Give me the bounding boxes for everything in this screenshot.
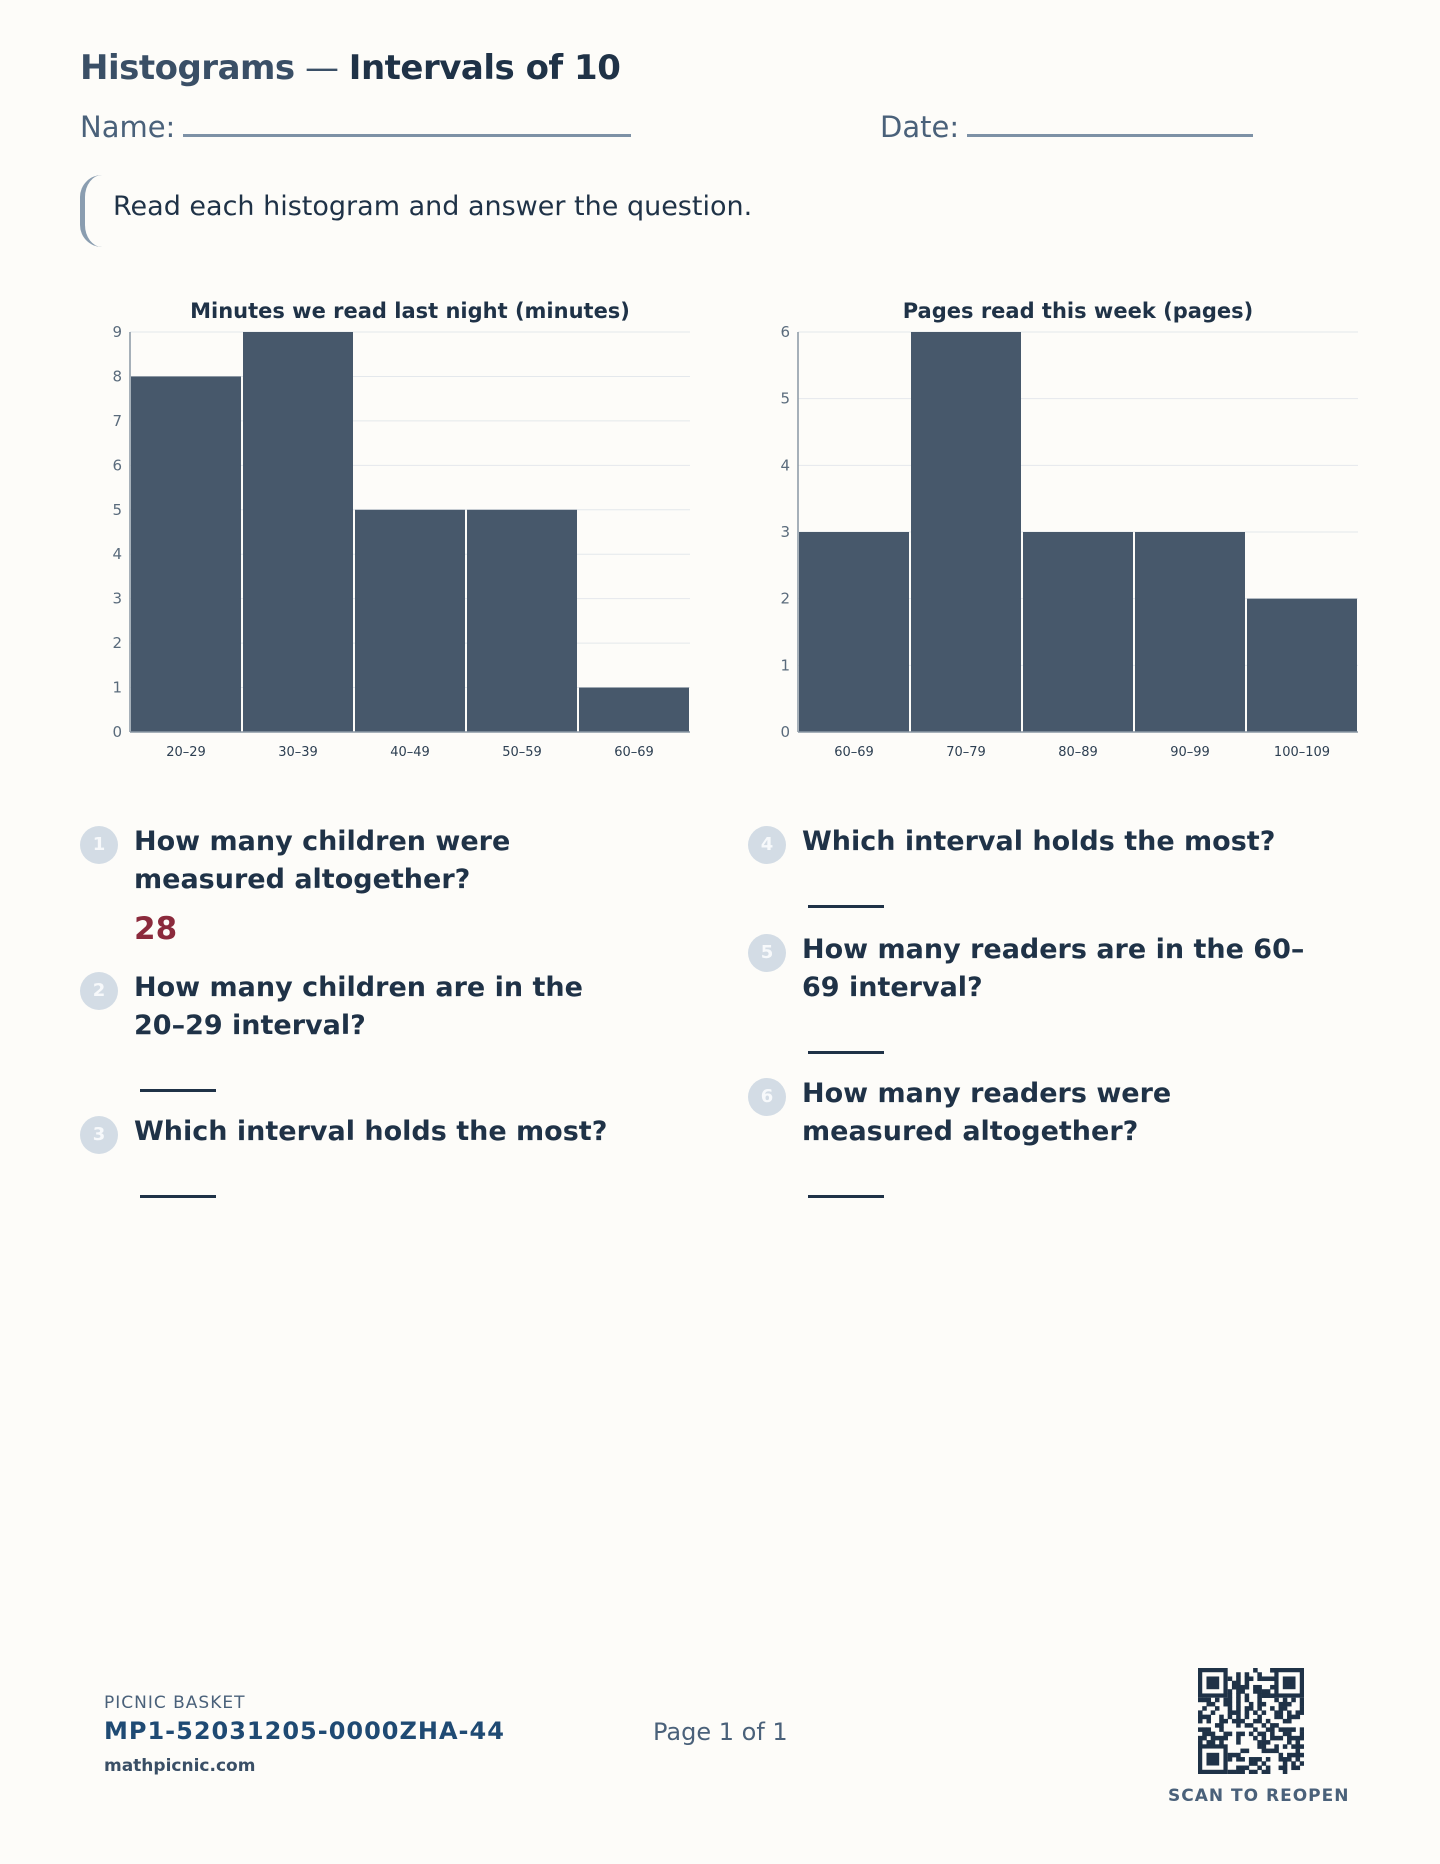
y-tick-label: 9: [112, 323, 122, 341]
title-topic: Histograms: [80, 48, 295, 88]
histogram-bar: [799, 532, 909, 732]
title-dash: —: [294, 48, 349, 88]
question-5: 5 How many readers are in the 60–69 inte…: [748, 931, 1308, 1054]
answer-blank[interactable]: [140, 1195, 216, 1198]
question-2: 2 How many children are in the 20–29 int…: [80, 969, 640, 1092]
qr-code-svg: [1198, 1668, 1305, 1775]
question-number-badge: 1: [80, 826, 118, 864]
x-tick-label: 40–49: [390, 745, 430, 760]
question-number-badge: 4: [748, 826, 786, 864]
question-3: 3 Which interval holds the most?: [80, 1113, 640, 1198]
histogram-bar: [1135, 532, 1245, 732]
answer-blank[interactable]: [140, 1089, 216, 1092]
question-text: How many readers are in the 60–69 interv…: [802, 934, 1305, 1003]
question-text: Which interval holds the most?: [802, 826, 1276, 857]
question-text: How many children were measured altogeth…: [134, 826, 511, 895]
question-text: Which interval holds the most?: [134, 1116, 608, 1147]
date-line[interactable]: [967, 134, 1254, 137]
worksheet-code: MP1-52031205-0000ZHA-44: [104, 1717, 505, 1745]
qr-caption: SCAN TO REOPEN: [1168, 1786, 1350, 1806]
x-tick-label: 80–89: [1058, 745, 1098, 760]
histogram-minutes: Minutes we read last night (minutes) 0 1 2 3…: [100, 290, 700, 770]
question-1: 1 How many children were measured altoge…: [80, 823, 640, 947]
worksheet-title: Histograms — Intervals of 10: [80, 48, 621, 88]
y-tick-label: 5: [780, 390, 790, 408]
histogram-bar: [911, 332, 1021, 732]
y-tick-label: 6: [780, 323, 790, 341]
y-tick-label: 5: [112, 501, 122, 519]
y-tick-label: 4: [780, 456, 790, 474]
x-tick-label: 60–69: [834, 745, 874, 760]
histogram-bar: [243, 332, 353, 732]
answer-blank[interactable]: [808, 905, 884, 908]
y-tick-label: 0: [780, 723, 790, 741]
qr-code-icon[interactable]: [1198, 1668, 1305, 1778]
y-tick-label: 2: [780, 590, 790, 608]
footer-site: mathpicnic.com: [104, 1756, 256, 1776]
histogram-bar: [355, 509, 465, 732]
answer-blank[interactable]: [808, 1195, 884, 1198]
histogram-bar: [467, 509, 577, 732]
question-number-badge: 2: [80, 972, 118, 1010]
histogram-pages-svg: Pages read this week (pages) 0 1 2 3 4 5 6 60–69…: [780, 299, 1358, 760]
y-tick-label: 8: [112, 367, 122, 385]
instructions-text: Read each histogram and answer the quest…: [113, 191, 753, 222]
question-number-badge: 3: [80, 1116, 118, 1154]
y-tick-label: 3: [112, 590, 122, 608]
y-tick-label: 6: [112, 456, 122, 474]
x-tick-label: 30–39: [278, 745, 318, 760]
y-tick-label: 7: [112, 412, 122, 430]
page-indicator: Page 1 of 1: [653, 1718, 788, 1746]
instructions-callout: Read each histogram and answer the quest…: [80, 175, 780, 247]
name-line[interactable]: [183, 134, 632, 137]
y-tick-label: 1: [780, 656, 790, 674]
histogram-bar: [1247, 598, 1357, 732]
answer-value: 28: [134, 911, 178, 947]
histogram-bar: [579, 687, 689, 732]
name-field: Name:: [80, 110, 632, 144]
chart-title: Minutes we read last night (minutes): [190, 299, 630, 323]
y-tick-label: 3: [780, 523, 790, 541]
question-text: How many children are in the 20–29 inter…: [134, 972, 583, 1041]
title-subtopic: Intervals of 10: [348, 48, 621, 88]
histogram-minutes-svg: Minutes we read last night (minutes) 0 1 2 3…: [112, 299, 690, 760]
histogram-bar: [131, 376, 241, 732]
x-tick-label: 70–79: [946, 745, 986, 760]
histogram-pages: Pages read this week (pages) 0 1 2 3 4 5 6 60–69…: [768, 290, 1368, 770]
footer-brand: PICNIC BASKET: [104, 1693, 246, 1713]
x-tick-label: 100–109: [1274, 745, 1330, 760]
x-tick-label: 90–99: [1170, 745, 1210, 760]
name-label: Name:: [80, 110, 176, 144]
chart-title: Pages read this week (pages): [903, 299, 1254, 323]
x-tick-label: 60–69: [614, 745, 654, 760]
date-field: Date:: [880, 110, 1254, 144]
y-tick-label: 2: [112, 634, 122, 652]
date-label: Date:: [880, 110, 960, 144]
y-tick-label: 1: [112, 679, 122, 697]
question-number-badge: 5: [748, 934, 786, 972]
histogram-bar: [1023, 532, 1133, 732]
answer-blank[interactable]: [808, 1051, 884, 1054]
question-6: 6 How many readers were measured altoget…: [748, 1075, 1308, 1198]
x-tick-label: 50–59: [502, 745, 542, 760]
y-tick-label: 0: [112, 723, 122, 741]
y-tick-label: 4: [112, 545, 122, 563]
question-4: 4 Which interval holds the most?: [748, 823, 1308, 908]
question-number-badge: 6: [748, 1078, 786, 1116]
question-text: How many readers were measured altogethe…: [802, 1078, 1172, 1147]
x-tick-label: 20–29: [166, 745, 206, 760]
